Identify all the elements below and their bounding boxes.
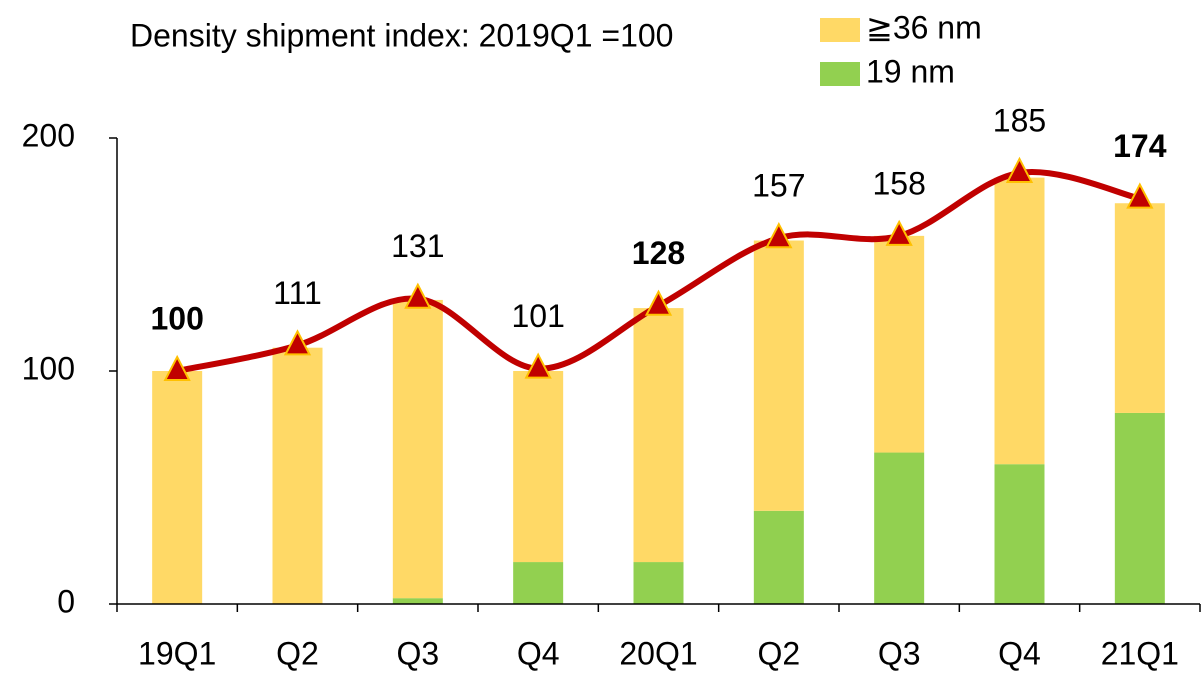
bar-segment <box>633 562 684 604</box>
bar-segment <box>874 452 925 604</box>
marker <box>1126 182 1154 209</box>
bar-segment <box>1114 203 1165 413</box>
legend-label: ≧36 nm <box>866 9 982 45</box>
bar-segment <box>753 510 804 604</box>
x-tick-label: Q3 <box>396 635 439 671</box>
marker <box>163 354 191 381</box>
bar-segment <box>513 371 564 563</box>
bar-segment <box>272 347 323 604</box>
legend-swatch <box>820 62 860 86</box>
x-tick-label: 21Q1 <box>1101 635 1179 671</box>
data-label: 128 <box>632 235 685 271</box>
data-label: 158 <box>872 165 925 201</box>
bar-segment <box>392 299 443 599</box>
x-tick-label: Q4 <box>998 635 1041 671</box>
x-tick-label: 20Q1 <box>619 635 697 671</box>
bar-segment <box>1114 412 1165 604</box>
data-label: 100 <box>150 300 203 336</box>
chart-title: Density shipment index: 2019Q1 =100 <box>130 17 673 53</box>
marker <box>644 289 673 316</box>
bar-segment <box>994 464 1045 604</box>
y-tick-label: 100 <box>22 350 75 386</box>
y-tick-label: 200 <box>22 117 75 153</box>
bar-segment <box>994 177 1045 465</box>
bar-segment <box>753 240 804 511</box>
marker <box>283 329 312 356</box>
data-label: 131 <box>391 228 444 264</box>
marker <box>404 282 432 309</box>
bar-segment <box>513 562 564 604</box>
x-tick-label: Q2 <box>757 635 800 671</box>
x-tick-label: Q4 <box>517 635 560 671</box>
bar-segment <box>152 371 203 604</box>
data-label: 111 <box>273 275 322 311</box>
legend-label: 19 nm <box>866 53 955 89</box>
legend-swatch <box>820 18 860 42</box>
marker <box>885 219 913 246</box>
data-label: 101 <box>511 298 564 334</box>
y-tick-label: 0 <box>57 583 75 619</box>
data-label: 157 <box>752 168 805 204</box>
data-label: 185 <box>993 102 1046 138</box>
data-label: 174 <box>1113 128 1167 164</box>
bar-segment <box>874 235 925 453</box>
x-tick-label: Q2 <box>276 635 319 671</box>
bar-segment <box>633 308 684 563</box>
marker <box>765 222 793 249</box>
marker <box>524 352 552 379</box>
x-tick-label: 19Q1 <box>138 635 216 671</box>
x-tick-label: Q3 <box>878 635 921 671</box>
marker <box>1005 156 1034 183</box>
bar-segment <box>392 598 443 604</box>
